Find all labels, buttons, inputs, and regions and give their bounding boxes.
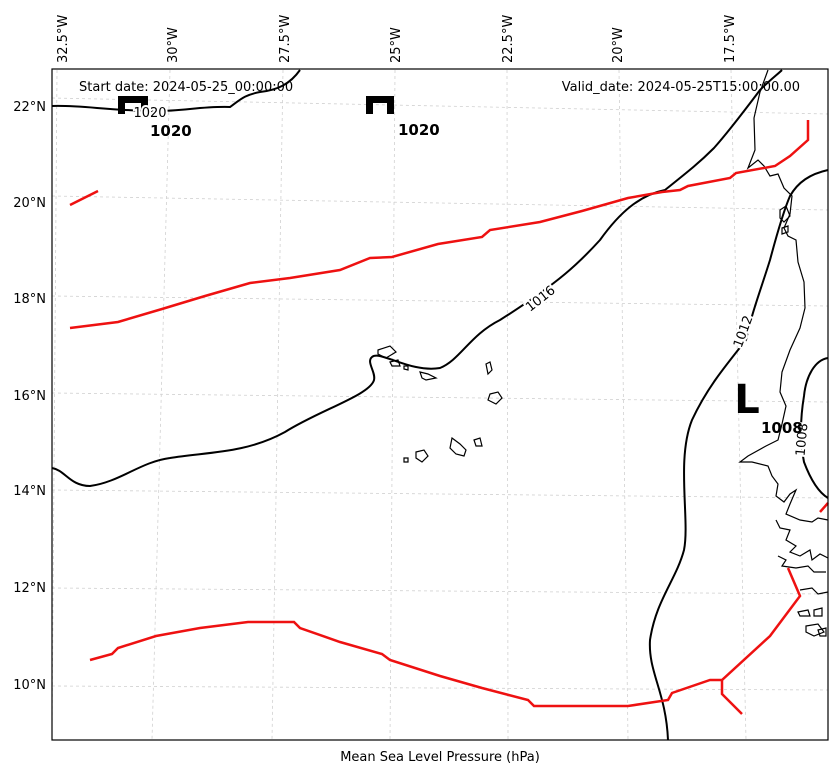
lat-tick-label: 16°N [13, 389, 46, 404]
lat-tick-label: 22°N [13, 100, 46, 115]
lat-tick-label: 12°N [13, 581, 46, 596]
contour-label-1012: 1012 [731, 314, 756, 350]
fronts [69, 120, 829, 715]
isobar-1012 [648, 169, 829, 741]
isobar-1020 [51, 69, 301, 113]
cape-verde-island [377, 345, 397, 359]
front-south [89, 567, 802, 708]
africa-coastline [738, 69, 829, 523]
contour-label-1008: 1008 [794, 423, 812, 457]
front-south-branch [720, 680, 743, 715]
high-value-west: 1020 [150, 122, 192, 140]
front-north [69, 120, 810, 330]
lon-tick-label: 17.5°W [723, 15, 738, 63]
contour-label-1016: 1016 [523, 283, 558, 315]
valid-date-label: Valid_date: 2024-05-25T15:00:00.00 [562, 80, 800, 95]
lon-tick-label: 27.5°W [278, 15, 293, 63]
low-letter: L [734, 377, 760, 423]
start-date-label: Start date: 2024-05-25_00:00:00 [79, 80, 293, 95]
lat-tick-label: 20°N [13, 196, 46, 211]
high-symbol-central [366, 96, 394, 114]
lat-tick-label: 10°N [13, 678, 46, 693]
lon-tick-label: 32.5°W [56, 15, 71, 63]
lat-tick-label: 18°N [13, 292, 46, 307]
map-caption: Mean Sea Level Pressure (hPa) [340, 750, 540, 765]
pressure-center-symbols: L [118, 96, 760, 423]
lon-tick-label: 30°W [166, 27, 181, 63]
lon-tick-label: 25°W [389, 27, 404, 63]
isobar-1008 [800, 357, 829, 499]
map-frame [51, 68, 829, 741]
lon-tick-label: 20°W [611, 27, 626, 63]
high-value-central: 1020 [398, 121, 440, 139]
graticule [51, 69, 829, 741]
low-value: 1008 [761, 419, 803, 437]
isobars [51, 69, 829, 741]
front-east-stub [819, 502, 829, 513]
high-symbol-west [118, 96, 148, 114]
map-labels: 32.5°W 30°W 27.5°W 25°W 22.5°W 20°W 17.5°W 22°N… [13, 15, 813, 693]
lat-tick-label: 14°N [13, 484, 46, 499]
front-short-west [69, 189, 99, 207]
lon-tick-label: 22.5°W [501, 15, 516, 63]
isobar-1016 [51, 69, 783, 488]
coastlines [377, 69, 829, 637]
contour-label-1020: 1020 [133, 106, 166, 121]
